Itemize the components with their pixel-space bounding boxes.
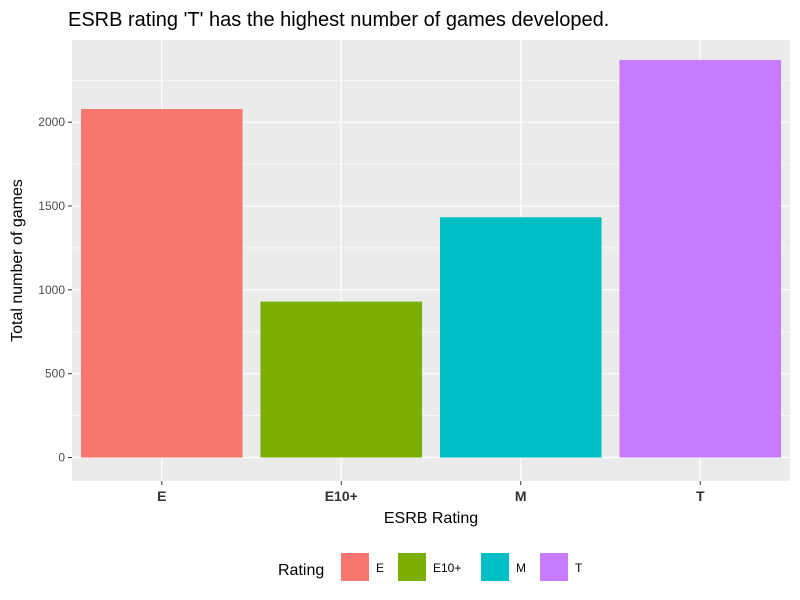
- legend-key: [481, 553, 509, 581]
- bar-m: [439, 217, 602, 458]
- y-tick-label: 500: [45, 367, 65, 381]
- legend-label: E10+: [433, 561, 461, 575]
- legend-key: [341, 553, 369, 581]
- chart-title: ESRB rating 'T' has the highest number o…: [68, 9, 609, 31]
- legend-items: E E10+ M T: [341, 553, 583, 581]
- legend-title: Rating: [278, 562, 324, 579]
- x-tick-label: M: [515, 488, 527, 504]
- bars: [80, 59, 782, 458]
- x-tick-label: E10+: [325, 488, 358, 504]
- y-tick-label: 1500: [38, 199, 65, 213]
- x-tick-label: T: [696, 488, 705, 504]
- y-tick-label: 2000: [38, 115, 65, 129]
- y-axis: 0 500 1000 1500 2000: [38, 115, 72, 465]
- legend-label: T: [575, 561, 583, 575]
- legend-label: M: [516, 561, 526, 575]
- x-axis: E E10+ M T: [157, 481, 705, 504]
- legend-key: [540, 553, 568, 581]
- bar-e: [80, 109, 243, 458]
- legend-label: E: [376, 561, 384, 575]
- bar-e10-plus: [260, 301, 423, 458]
- y-tick-label: 1000: [38, 283, 65, 297]
- legend: Rating E E10+ M T: [278, 553, 583, 581]
- x-axis-title: ESRB Rating: [384, 510, 478, 527]
- bar-t: [619, 59, 782, 458]
- legend-key: [398, 553, 426, 581]
- y-axis-title: Total number of games: [9, 179, 26, 342]
- x-tick-label: E: [157, 488, 166, 504]
- y-tick-label: 0: [58, 451, 65, 465]
